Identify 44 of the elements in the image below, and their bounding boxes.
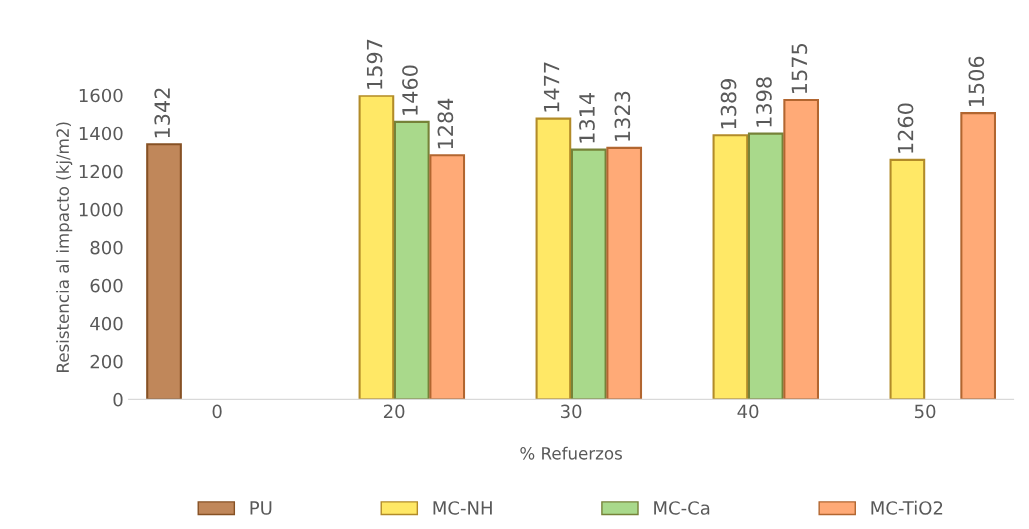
data-label: 1597 [366,39,383,89]
data-label: 1284 [437,98,454,149]
data-label: 1460 [402,65,418,115]
x-axis-title: % Refuerzos [520,446,622,460]
bar [960,112,997,400]
bar [570,148,607,400]
data-label: 1477 [543,62,560,112]
y-tick-label: 0 [113,392,123,407]
data-label: 1342 [154,88,171,138]
x-tick-label: 30 [560,404,582,419]
bar [358,95,395,400]
y-tick-label: 800 [90,240,123,255]
x-tick-label: 20 [383,404,405,419]
y-tick-label: 1400 [79,126,123,141]
data-label: 1314 [579,92,595,143]
data-label: 1260 [897,103,914,153]
y-axis-title: Resistencia al impacto (kj/m2) [56,122,73,372]
x-tick-label: 0 [212,404,222,419]
data-label: 1398 [756,77,772,127]
bar [889,158,926,400]
bar [783,98,820,400]
y-tick-label: 200 [90,354,123,369]
bar [747,132,784,400]
data-label: 1575 [791,44,808,93]
y-tick-label: 1600 [79,88,123,103]
y-tick-label: 400 [90,316,123,331]
data-label: 1389 [720,79,737,129]
y-tick-label: 1200 [79,164,123,179]
legend-label: MC-NH [433,501,492,515]
bar [535,117,572,400]
bar [712,134,749,400]
bar [606,146,643,400]
data-label: 1323 [614,91,631,141]
legend-label: MC-Ca [654,501,710,515]
x-tick-label: 50 [914,404,936,419]
bar [393,120,430,400]
bar [146,143,182,400]
data-label: 1506 [968,56,985,107]
y-tick-label: 600 [90,278,123,293]
legend-label: PU [250,501,272,515]
x-tick-label: 40 [737,404,759,419]
legend-label: MC-TiO2 [871,500,943,515]
y-tick-label: 1000 [79,202,123,217]
bar [429,154,466,400]
